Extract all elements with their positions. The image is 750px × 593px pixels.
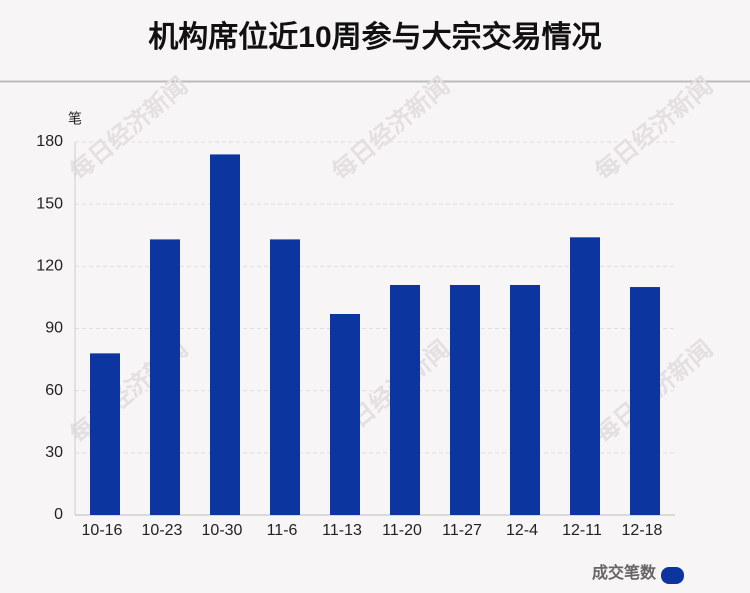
bar <box>270 239 300 515</box>
legend-label: 成交笔数 <box>592 563 657 582</box>
bar <box>510 284 540 515</box>
y-tick-label: 0 <box>54 506 63 523</box>
bar <box>390 284 420 515</box>
y-tick-label: 120 <box>36 258 63 275</box>
y-tick-label: 30 <box>45 444 63 461</box>
y-tick-label: 90 <box>45 320 63 337</box>
y-axis-label: 笔 <box>68 111 82 127</box>
bar <box>630 287 660 515</box>
y-tick-label: 150 <box>36 195 63 212</box>
bar <box>90 353 120 515</box>
x-tick-label: 12-18 <box>622 522 663 539</box>
x-tick-label: 11-13 <box>322 522 362 539</box>
bar <box>210 154 240 515</box>
y-tick-label: 60 <box>45 382 63 399</box>
x-tick-label: 11-6 <box>267 522 298 539</box>
y-tick-label: 180 <box>36 133 63 150</box>
x-tick-label: 10-30 <box>202 522 243 539</box>
x-tick-label: 11-20 <box>382 522 422 539</box>
x-tick-label: 10-16 <box>82 522 123 539</box>
x-tick-label: 10-23 <box>142 522 183 539</box>
x-tick-label: 12-4 <box>506 522 538 539</box>
x-tick-label: 11-27 <box>442 522 482 539</box>
bar <box>330 313 360 515</box>
x-tick-label: 12-11 <box>562 522 602 539</box>
chart-title: 机构席位近10周参与大宗交易情况 <box>148 20 601 54</box>
legend-swatch <box>661 567 684 584</box>
bar <box>570 237 600 516</box>
bar <box>150 239 180 515</box>
bar <box>450 284 480 515</box>
